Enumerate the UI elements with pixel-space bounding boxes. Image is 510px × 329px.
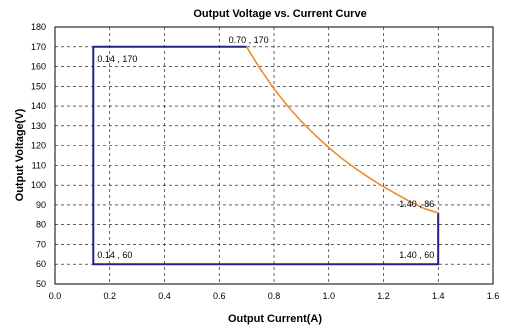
x-tick-label: 1.6 [487,291,500,301]
y-tick-label: 100 [31,180,46,190]
x-tick-label: 1.4 [432,291,445,301]
x-tick-label: 0.2 [103,291,116,301]
x-tick-label: 0.4 [158,291,171,301]
y-tick-label: 150 [31,81,46,91]
y-tick-label: 70 [36,239,46,249]
x-tick-labels: 0.0 0.2 0.4 0.6 0.8 1.0 1.2 1.4 1.6 [49,291,500,301]
y-tick-label: 170 [31,42,46,52]
x-tick-label: 0.8 [268,291,281,301]
x-tick-label: 0.6 [213,291,226,301]
y-tick-labels: 50 60 70 80 90 100 110 120 130 140 150 160 170 180 [31,22,46,289]
y-axis-label: Output Voltage(V) [14,108,26,201]
point-annotation: 1.40 , 60 [399,250,434,260]
point-annotation: 0.14 , 170 [97,54,137,64]
y-tick-label: 60 [36,259,46,269]
y-tick-label: 140 [31,101,46,111]
y-tick-label: 160 [31,62,46,72]
point-annotation: 0.14 , 60 [97,250,132,260]
point-annotation: 1.40 , 86 [399,199,434,209]
x-tick-label: 0.0 [49,291,62,301]
x-axis-label: Output Current(A) [228,313,322,325]
series-line-curve [245,46,439,214]
series-lines [92,45,440,266]
x-tick-label: 1.2 [377,291,390,301]
y-tick-label: 110 [32,160,46,170]
plot-frame [54,26,494,285]
series-line-boundary [92,45,440,266]
y-tick-label: 50 [36,279,46,289]
chart-title: Output Voltage vs. Current Curve [193,8,366,20]
grid [55,27,493,284]
y-tick-label: 120 [31,141,46,151]
y-tick-label: 80 [36,220,46,230]
y-tick-label: 180 [31,22,46,32]
y-tick-label: 90 [36,200,46,210]
x-tick-label: 1.0 [322,291,335,301]
point-annotations: 0.70 , 170 0.14 , 170 0.14 , 60 1.40 , 86 1.… [97,35,434,260]
y-tick-label: 130 [31,121,46,131]
point-annotation: 0.70 , 170 [229,35,269,45]
